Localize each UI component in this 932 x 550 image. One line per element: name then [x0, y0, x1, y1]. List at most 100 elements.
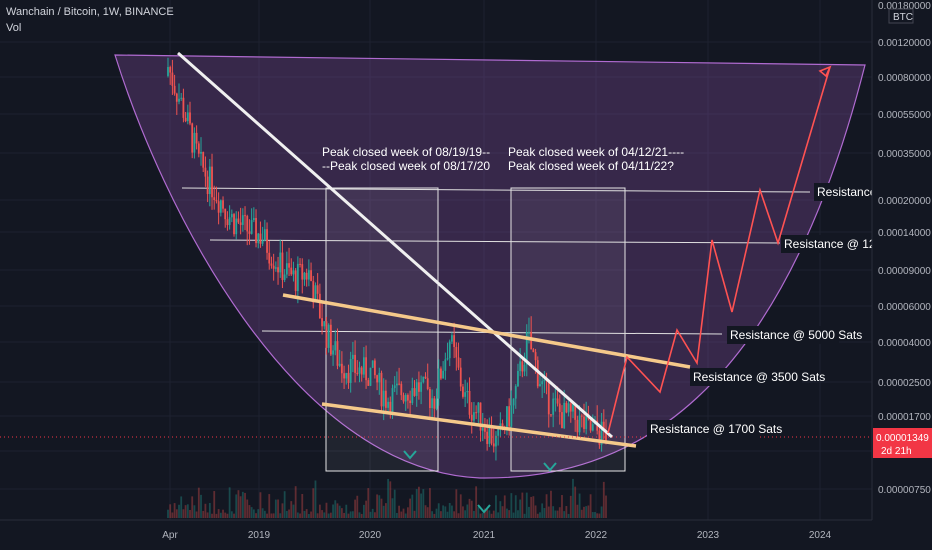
candle-body: [178, 98, 180, 102]
descending-trendline: [177, 51, 613, 439]
candle-body: [380, 372, 383, 407]
volume-bar: [230, 511, 233, 518]
candle-body: [208, 166, 211, 195]
volume-bar: [274, 499, 277, 518]
volume-bar: [292, 504, 295, 518]
candle-body: [371, 360, 374, 368]
candle-body: [446, 358, 449, 360]
resistance-line-12000: [209, 239, 781, 244]
volume-bar: [305, 509, 308, 518]
candle-body: [169, 67, 172, 73]
volume-bar: [382, 505, 385, 518]
volume-bar: [237, 490, 240, 518]
volume-bars: [167, 478, 607, 518]
price-tick-label: 0.00002500: [878, 378, 931, 389]
volume-bar: [605, 495, 607, 518]
volume-bar: [437, 503, 440, 518]
volume-bar: [213, 491, 216, 518]
volume-bar: [561, 495, 563, 518]
projection-path: [607, 66, 831, 434]
candle-body: [263, 229, 266, 241]
candle-body: [574, 404, 577, 420]
volume-bar: [523, 513, 526, 518]
candle-body: [195, 132, 198, 144]
volume-bar: [208, 502, 211, 518]
price-tick-label: 0.00120000: [878, 38, 931, 49]
currency-badge[interactable]: [888, 8, 914, 24]
candle-body: [340, 363, 343, 374]
volume-bar: [462, 506, 464, 518]
volume-bar: [283, 491, 286, 518]
time-axis-panel[interactable]: [0, 520, 932, 550]
volume-bar: [431, 511, 434, 518]
candle-body: [184, 117, 187, 122]
candle-body: [255, 218, 257, 244]
peak-box-1: [325, 187, 439, 472]
candle-body: [514, 386, 517, 399]
volume-bar: [387, 478, 390, 518]
candle-body: [543, 379, 546, 382]
volume-bar: [481, 512, 484, 518]
candle-body: [259, 233, 262, 244]
candle-body: [457, 357, 460, 368]
candle-body: [484, 428, 486, 432]
candle-body: [563, 402, 566, 429]
volume-bar: [325, 502, 328, 518]
candle-body: [488, 426, 491, 444]
candle-body: [270, 263, 273, 266]
candle-body: [180, 97, 183, 99]
candle-body: [186, 112, 189, 122]
volume-bar: [321, 510, 323, 518]
price-tick-label: 0.00001700: [878, 412, 931, 423]
resistance-3500-label: Resistance @ 3500 Sats: [693, 370, 825, 384]
candle-body: [175, 93, 178, 102]
candle-body: [569, 403, 572, 412]
candle-body: [435, 398, 438, 409]
volume-indicator-label[interactable]: Vol: [6, 22, 22, 34]
volume-bar: [206, 512, 209, 518]
volume-bar: [574, 486, 577, 518]
candle-body: [411, 388, 414, 404]
volume-bar: [506, 508, 508, 518]
candle-body: [479, 402, 482, 431]
volume-bar: [259, 492, 262, 518]
volume-bar: [184, 505, 187, 518]
candle-body: [217, 201, 220, 213]
candle-body: [600, 421, 603, 445]
volume-bar: [536, 513, 539, 518]
candle-body: [451, 335, 453, 342]
volume-bar: [547, 506, 550, 518]
candle-body: [173, 85, 176, 94]
volume-bar: [329, 512, 332, 518]
volume-bar: [303, 510, 306, 518]
volume-bar: [424, 505, 427, 518]
candle-body: [442, 370, 445, 379]
candle-body: [347, 372, 350, 383]
currency-badge-label: BTC: [893, 12, 913, 23]
candle-body: [248, 231, 251, 234]
time-tick-label: 2022: [585, 530, 608, 541]
volume-bar: [598, 513, 601, 518]
candle-body: [525, 332, 528, 365]
candle-body: [356, 372, 359, 374]
candle-body: [459, 367, 462, 387]
volume-bar: [219, 512, 222, 518]
volume-bar: [279, 513, 282, 518]
candle-body: [378, 372, 381, 383]
volume-bar: [290, 501, 293, 518]
volume-bar: [358, 512, 361, 518]
candle-body: [572, 404, 574, 412]
candle-body: [288, 263, 290, 268]
candle-body: [272, 265, 275, 269]
candle-body: [547, 380, 550, 415]
volume-bar: [384, 503, 387, 518]
candle-body: [307, 270, 310, 280]
candle-body: [321, 318, 323, 327]
volume-bar: [356, 495, 359, 518]
candle-body: [567, 403, 570, 413]
volume-bar: [281, 503, 284, 518]
candle-body: [285, 263, 288, 275]
volume-bar: [367, 488, 370, 518]
time-tick-label: 2023: [697, 530, 720, 541]
candle-body: [578, 415, 581, 433]
